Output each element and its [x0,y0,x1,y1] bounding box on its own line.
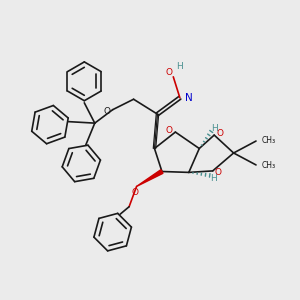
Text: O: O [132,188,139,197]
Polygon shape [136,170,163,186]
Text: H: H [176,62,183,71]
Text: O: O [165,68,172,77]
Text: O: O [103,107,110,116]
Text: H: H [210,174,217,183]
Text: O: O [214,168,222,177]
Text: N: N [185,93,193,103]
Text: O: O [216,129,223,138]
Text: H: H [212,124,218,133]
Text: CH₃: CH₃ [261,161,275,170]
Text: O: O [165,126,172,135]
Text: CH₃: CH₃ [261,136,275,145]
